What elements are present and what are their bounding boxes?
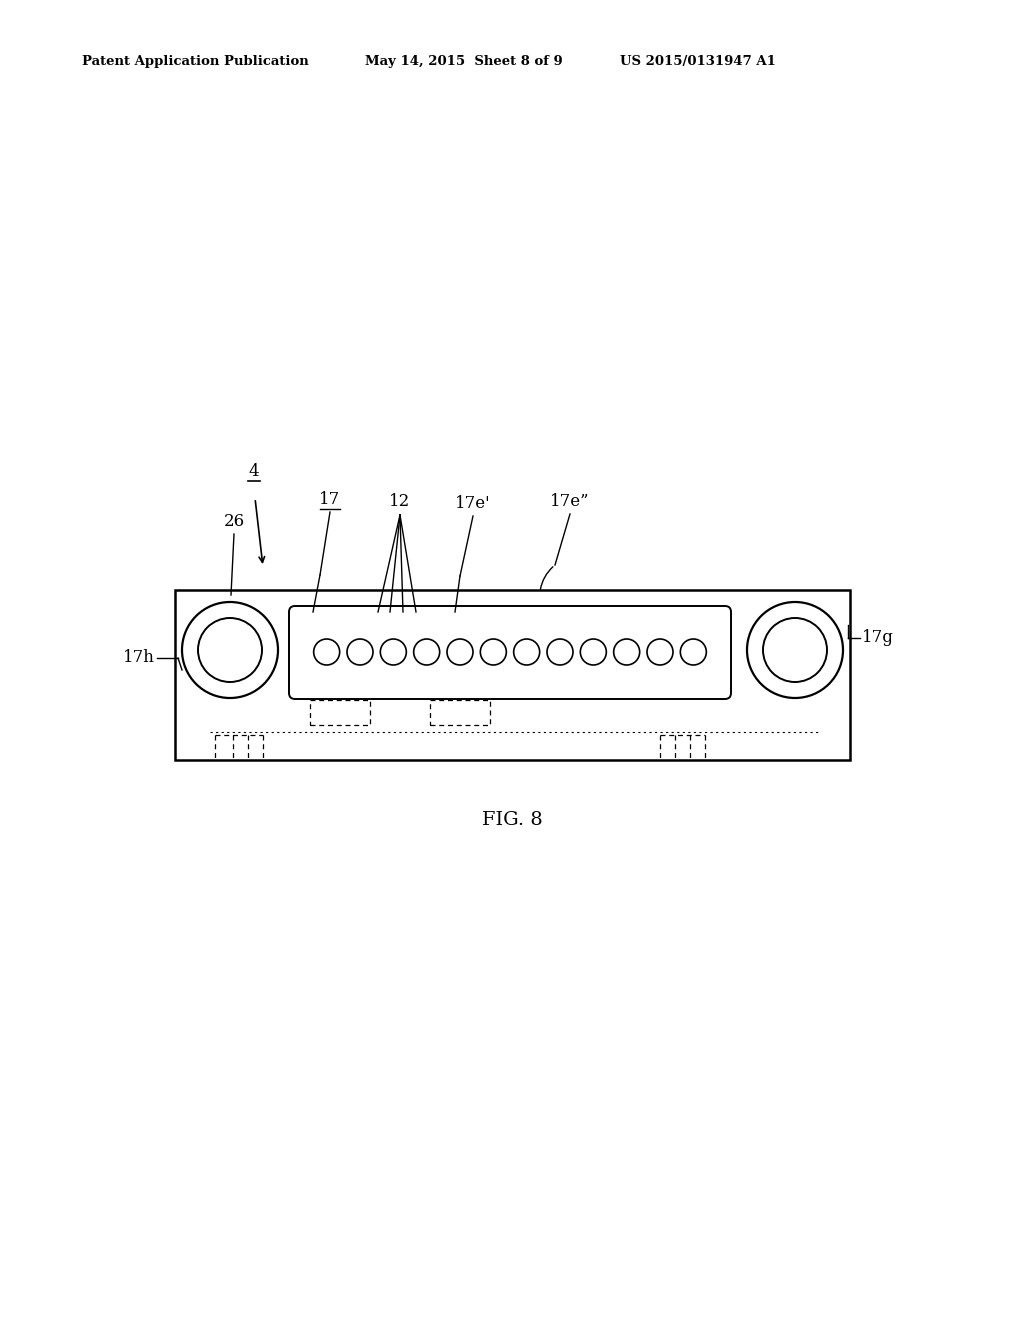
Text: 17e': 17e' — [456, 495, 490, 512]
Text: 17: 17 — [319, 491, 341, 508]
Circle shape — [380, 639, 407, 665]
Text: May 14, 2015  Sheet 8 of 9: May 14, 2015 Sheet 8 of 9 — [365, 55, 563, 69]
Text: US 2015/0131947 A1: US 2015/0131947 A1 — [620, 55, 776, 69]
Circle shape — [547, 639, 573, 665]
Text: Patent Application Publication: Patent Application Publication — [82, 55, 309, 69]
Text: 12: 12 — [389, 492, 411, 510]
Circle shape — [313, 639, 340, 665]
Bar — [430, 700, 490, 725]
Circle shape — [347, 639, 373, 665]
Circle shape — [581, 639, 606, 665]
Circle shape — [480, 639, 506, 665]
Text: 17g: 17g — [862, 630, 894, 647]
Text: 17e”: 17e” — [550, 492, 590, 510]
Circle shape — [414, 639, 439, 665]
Text: 4: 4 — [248, 463, 259, 480]
Circle shape — [182, 602, 278, 698]
Text: 17h: 17h — [123, 649, 155, 667]
Circle shape — [514, 639, 540, 665]
Circle shape — [746, 602, 843, 698]
FancyBboxPatch shape — [289, 606, 731, 700]
Circle shape — [680, 639, 707, 665]
Text: 26: 26 — [223, 513, 245, 531]
Text: FIG. 8: FIG. 8 — [481, 810, 543, 829]
Circle shape — [447, 639, 473, 665]
Bar — [310, 700, 370, 725]
Circle shape — [647, 639, 673, 665]
Bar — [175, 590, 850, 760]
Circle shape — [613, 639, 640, 665]
Circle shape — [763, 618, 827, 682]
Circle shape — [198, 618, 262, 682]
